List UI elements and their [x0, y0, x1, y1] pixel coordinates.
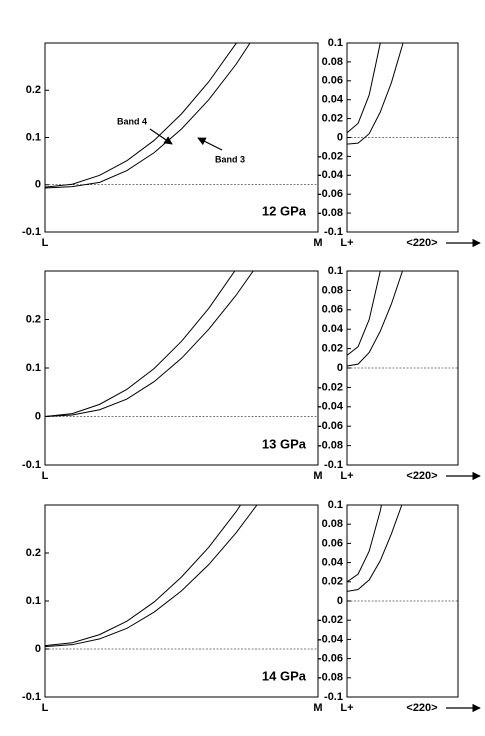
- x-axis-label: <220>: [406, 237, 437, 249]
- y-tick-label: 0.2: [26, 547, 41, 559]
- band-curve: [347, 271, 381, 356]
- band-label: Band 4: [117, 116, 147, 126]
- y-tick-label: 0.2: [26, 313, 41, 325]
- y-tick-label: 0.02: [322, 343, 343, 355]
- y-tick-label: 0.08: [322, 284, 343, 296]
- band-label: Band 3: [215, 154, 245, 164]
- panel-annotation: 14 GPa: [262, 668, 307, 683]
- y-tick-label: 0.2: [26, 84, 41, 96]
- y-tick-label: 0.04: [322, 94, 344, 106]
- y-tick-label: 0.06: [322, 75, 343, 87]
- y-tick-label: 0.02: [322, 576, 343, 588]
- y-tick-label: 0.08: [322, 518, 343, 530]
- y-tick-label: 0.1: [26, 595, 41, 607]
- plot-frame: [346, 270, 459, 466]
- y-tick-label: 0.04: [322, 557, 344, 569]
- y-tick-label: -0.04: [318, 169, 344, 181]
- x-tick-label: M: [313, 237, 322, 249]
- y-tick-label: -0.08: [318, 207, 343, 219]
- x-tick-label: L: [42, 702, 49, 714]
- y-tick-label: -0.02: [318, 381, 343, 393]
- y-tick-label: 0.1: [328, 265, 343, 277]
- y-tick-label: 0: [337, 362, 343, 374]
- y-tick-label: 0.06: [322, 304, 343, 316]
- y-tick-label: -0.04: [318, 633, 344, 645]
- band-curve: [45, 43, 237, 188]
- y-tick-label: -0.02: [318, 150, 343, 162]
- y-tick-label: -0.08: [318, 672, 343, 684]
- band-curve: [45, 271, 236, 417]
- x-tick-label: L+: [340, 702, 353, 714]
- y-tick-label: 0: [35, 643, 41, 655]
- band-curve: [347, 43, 381, 134]
- y-tick-label: 0.1: [26, 131, 41, 143]
- y-tick-label: -0.06: [318, 653, 343, 665]
- arrow: [149, 128, 173, 145]
- band-curve: [45, 43, 251, 189]
- x-tick-label: M: [313, 470, 322, 482]
- y-tick-label: 0: [337, 131, 343, 143]
- y-tick-label: 0.1: [26, 362, 41, 374]
- y-tick-label: -0.04: [318, 401, 344, 413]
- band-curve: [45, 505, 258, 648]
- panel-annotation: 13 GPa: [262, 436, 307, 451]
- x-axis-label: <220>: [406, 702, 437, 714]
- y-tick-label: 0.04: [322, 323, 344, 335]
- band-curve: [45, 271, 254, 417]
- y-tick-label: -0.06: [318, 188, 343, 200]
- y-tick-label: -0.06: [318, 420, 343, 432]
- y-tick-label: 0: [337, 595, 343, 607]
- y-tick-label: 0.08: [322, 56, 343, 68]
- y-tick-label: -0.08: [318, 440, 343, 452]
- arrow: [197, 137, 223, 151]
- x-tick-label: M: [313, 702, 322, 714]
- plot-frame: [44, 504, 319, 698]
- x-tick-label: L+: [340, 470, 353, 482]
- x-tick-label: L: [42, 237, 49, 249]
- y-tick-label: -0.1: [324, 459, 343, 471]
- band-curve: [347, 505, 382, 583]
- y-tick-label: -0.1: [22, 459, 41, 471]
- x-tick-label: L: [42, 470, 49, 482]
- panel-annotation: 12 GPa: [262, 203, 307, 218]
- y-tick-label: 0.06: [322, 537, 343, 549]
- plot-frame: [346, 42, 459, 233]
- y-tick-label: -0.1: [22, 226, 41, 238]
- y-tick-label: 0.1: [328, 37, 343, 49]
- y-tick-label: 0: [35, 410, 41, 422]
- y-tick-label: -0.1: [324, 691, 343, 703]
- plot-frame: [44, 42, 319, 233]
- band-curve: [347, 271, 404, 367]
- y-tick-label: 0: [35, 179, 41, 191]
- y-tick-label: 0.02: [322, 113, 343, 125]
- x-axis-label: <220>: [406, 470, 437, 482]
- plot-frame: [44, 270, 319, 466]
- y-tick-label: -0.1: [22, 691, 41, 703]
- y-tick-label: -0.02: [318, 614, 343, 626]
- y-tick-label: 0.1: [328, 499, 343, 511]
- x-tick-label: L+: [340, 237, 353, 249]
- y-tick-label: -0.1: [324, 226, 343, 238]
- band-curve: [347, 505, 403, 592]
- band-curve: [45, 505, 242, 647]
- plot-frame: [346, 504, 459, 698]
- band-curve: [347, 43, 404, 145]
